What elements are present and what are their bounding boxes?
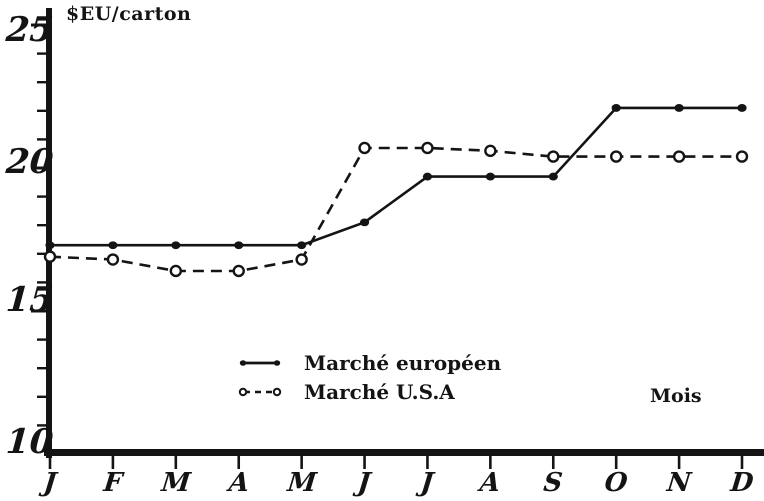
legend-label-europeen: Marché européen (304, 351, 502, 375)
data-point-0-10 (674, 104, 684, 112)
x-tick-label-apr: A (227, 468, 251, 498)
data-point-1-10 (672, 150, 686, 163)
x-tick-label-jan: J (42, 468, 58, 498)
data-point-1-11 (735, 150, 749, 163)
data-point-1-9 (609, 150, 623, 163)
data-point-0-4 (297, 241, 307, 250)
x-tick-label-jul: J (419, 468, 435, 498)
data-point-1-3 (232, 264, 245, 278)
data-point-1-7 (484, 144, 497, 158)
x-tick-label-nov: N (665, 468, 693, 498)
x-tick-label-feb: F (102, 468, 124, 498)
y-tick-label-20: 20 (4, 142, 55, 182)
x-tick-label-dec: D (729, 468, 755, 498)
data-point-0-9 (611, 104, 621, 112)
data-point-0-5 (359, 218, 370, 227)
legend: Marché européen Marché U.S.A (238, 351, 501, 409)
series-marche-usa (43, 141, 749, 278)
x-tick-label-aug: A (478, 468, 502, 498)
series-marche-europeen (45, 104, 747, 250)
legend-label-usa: Marché U.S.A (304, 380, 455, 404)
x-tick-label-jun: J (356, 468, 372, 498)
y-tick-label-15: 15 (4, 280, 55, 320)
x-axis-ticks (48, 456, 744, 469)
y-tick-label-25: 25 (4, 10, 55, 50)
legend-item-europeen: Marché européen (238, 351, 501, 375)
data-point-1-6 (421, 141, 434, 155)
y-axis-ticks (31, 23, 47, 427)
data-point-1-4 (295, 253, 308, 266)
data-point-0-8 (548, 172, 558, 181)
data-point-0-0 (45, 241, 55, 250)
data-point-1-2 (169, 264, 183, 278)
y-axis-line (46, 8, 52, 458)
dashed-line-swatch-icon (238, 387, 282, 397)
data-point-0-2 (171, 241, 181, 250)
data-point-0-3 (234, 241, 244, 250)
data-point-0-11 (737, 104, 747, 112)
data-point-0-7 (485, 172, 495, 181)
series-line-1 (49, 146, 742, 273)
x-tick-label-mar: M (160, 468, 192, 498)
data-point-1-8 (547, 150, 560, 163)
legend-item-usa: Marché U.S.A (238, 380, 501, 404)
data-point-1-5 (358, 141, 371, 155)
series-line-0 (50, 106, 742, 247)
y-axis-title: $EU/carton (66, 3, 192, 25)
x-axis-line (44, 449, 764, 456)
data-point-1-1 (106, 253, 120, 266)
data-point-1-0 (43, 250, 57, 263)
data-point-0-1 (108, 241, 118, 250)
x-axis-title: Mois (650, 385, 702, 407)
axes (44, 8, 764, 458)
data-point-0-6 (422, 172, 433, 181)
solid-line-swatch-icon (239, 360, 281, 366)
x-tick-label-oct: O (603, 468, 629, 498)
x-tick-label-sep: S (542, 468, 564, 498)
x-tick-label-may: M (286, 468, 318, 498)
y-tick-label-10: 10 (4, 422, 55, 462)
